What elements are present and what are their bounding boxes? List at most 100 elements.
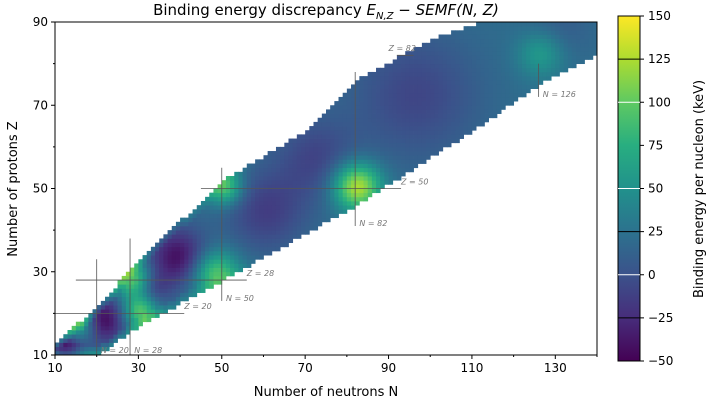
heatmap-cell: [384, 80, 389, 85]
heatmap-cell: [330, 134, 335, 139]
heatmap-cell: [463, 117, 469, 123]
heatmap-cell: [317, 209, 323, 214]
heatmap-cell: [263, 192, 269, 198]
heatmap-cell: [313, 151, 319, 156]
heatmap-cell: [517, 84, 523, 89]
heatmap-cell: [417, 134, 423, 139]
heatmap-cell: [326, 205, 331, 210]
heatmap-cell: [217, 184, 223, 189]
heatmap-cell: [326, 209, 331, 214]
heatmap-cell: [363, 80, 369, 85]
heatmap-cell: [146, 271, 152, 277]
heatmap-cell: [67, 330, 73, 335]
heatmap-cell: [338, 105, 344, 110]
heatmap-cell: [175, 275, 181, 281]
heatmap-cell: [351, 200, 356, 206]
heatmap-cell: [426, 138, 431, 144]
heatmap-cell: [305, 163, 310, 169]
heatmap-cell: [409, 130, 414, 135]
heatmap-cell: [200, 284, 206, 289]
heatmap-cell: [521, 84, 527, 89]
heatmap-cell: [292, 159, 298, 164]
heatmap-cell: [263, 159, 269, 164]
heatmap-cell: [438, 134, 444, 139]
heatmap-cell: [321, 176, 327, 181]
heatmap-cell: [184, 284, 189, 289]
heatmap-cell: [334, 117, 339, 123]
heatmap-cell: [413, 121, 419, 127]
heatmap-cell: [405, 96, 410, 102]
heatmap-cell: [467, 109, 473, 114]
heatmap-cell: [384, 109, 389, 114]
heatmap-cell: [384, 117, 389, 123]
heatmap-cell: [196, 230, 202, 235]
heatmap-cell: [376, 71, 381, 77]
heatmap-cell: [188, 234, 193, 239]
heatmap-cell: [509, 38, 515, 44]
heatmap-cell: [467, 42, 473, 48]
heatmap-cell: [105, 330, 110, 335]
heatmap-cell: [501, 84, 506, 89]
heatmap-cell: [146, 317, 152, 323]
heatmap-cell: [280, 217, 285, 223]
heatmap-cell: [84, 334, 89, 339]
heatmap-cell: [484, 101, 489, 106]
heatmap-cell: [130, 321, 135, 327]
heatmap-cell: [526, 80, 531, 85]
heatmap-cell: [534, 34, 540, 40]
heatmap-cell: [488, 109, 494, 114]
heatmap-cell: [359, 138, 364, 144]
heatmap-cell: [476, 38, 481, 44]
heatmap-cell: [292, 138, 298, 144]
heatmap-cell: [317, 213, 323, 219]
heatmap-cell: [376, 188, 381, 194]
heatmap-cell: [434, 63, 439, 69]
heatmap-cell: [205, 246, 210, 252]
heatmap-cell: [438, 76, 444, 81]
heatmap-cell: [196, 284, 202, 289]
heatmap-cell: [471, 38, 477, 44]
heatmap-cell: [330, 142, 335, 148]
heatmap-cell: [376, 171, 381, 177]
heatmap-cell: [221, 238, 227, 244]
heatmap-cell: [305, 192, 310, 198]
heatmap-cell: [421, 67, 427, 73]
x-tick-label: 130: [544, 361, 567, 375]
heatmap-cell: [484, 80, 489, 85]
heatmap-cell: [171, 284, 177, 289]
heatmap-cell: [180, 221, 185, 227]
heatmap-cell: [438, 126, 444, 131]
x-tick-label: 30: [131, 361, 146, 375]
heatmap-cell: [392, 88, 398, 94]
heatmap-cell: [284, 159, 289, 164]
heatmap-cell: [284, 155, 289, 160]
heatmap-cell: [534, 63, 540, 69]
heatmap-cell: [388, 71, 394, 77]
heatmap-cell: [305, 213, 310, 219]
heatmap-cell: [401, 101, 406, 106]
heatmap-cell: [267, 209, 273, 214]
heatmap-cell: [405, 134, 410, 139]
heatmap-cell: [259, 188, 264, 194]
heatmap-cell: [446, 46, 452, 52]
heatmap-cell: [238, 242, 244, 248]
heatmap-cell: [417, 121, 423, 127]
heatmap-cell: [175, 250, 181, 256]
heatmap-cell: [225, 267, 231, 273]
heatmap-cell: [80, 350, 85, 356]
heatmap-cell: [180, 267, 185, 273]
heatmap-cell: [509, 63, 515, 69]
heatmap-cell: [501, 76, 506, 81]
heatmap-cell: [530, 59, 535, 65]
heatmap-cell: [426, 101, 431, 106]
heatmap-cell: [109, 317, 114, 323]
heatmap-cell: [300, 146, 306, 152]
heatmap-cell: [213, 213, 218, 219]
heatmap-cell: [430, 80, 435, 85]
heatmap-cell: [355, 142, 360, 148]
heatmap-cell: [309, 130, 314, 135]
heatmap-cell: [371, 101, 377, 106]
heatmap-cell: [200, 217, 206, 223]
heatmap-cell: [326, 159, 331, 164]
heatmap-cell: [442, 71, 448, 77]
